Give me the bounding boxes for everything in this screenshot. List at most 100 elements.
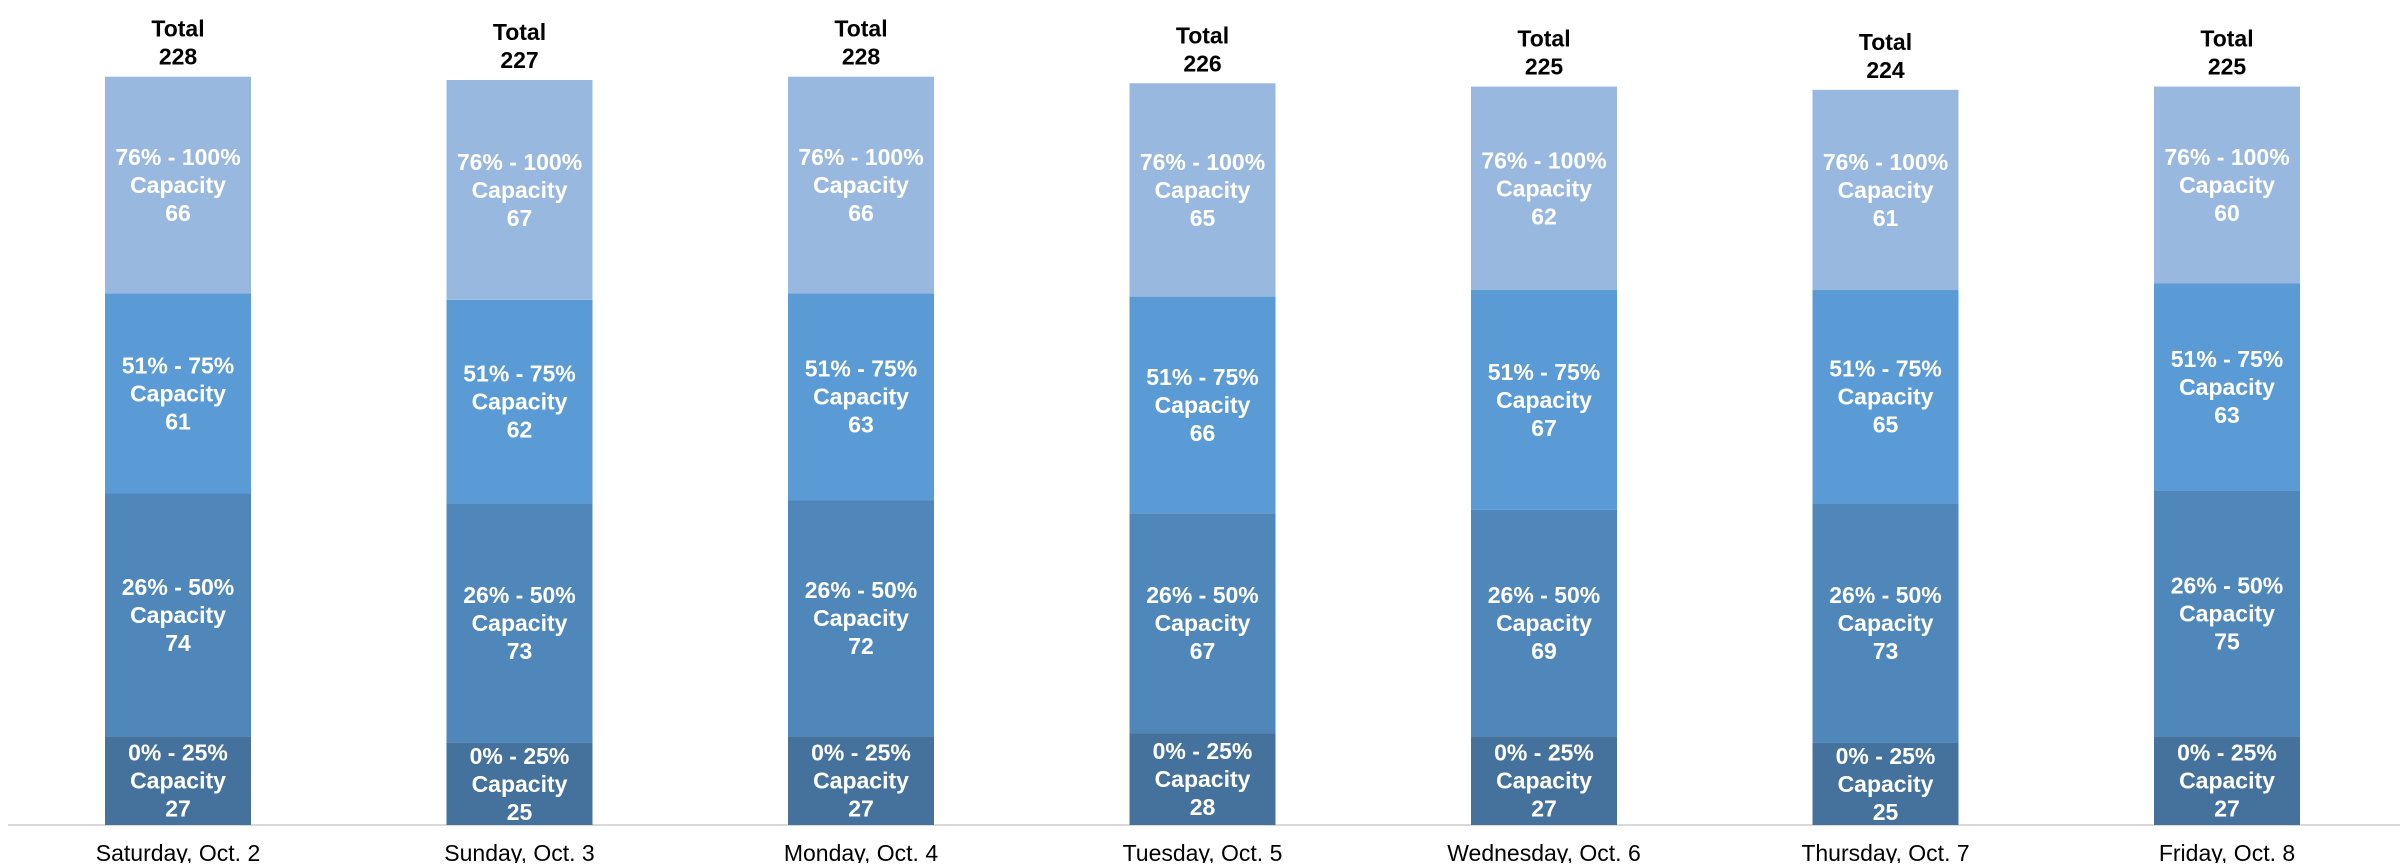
data-label: 25	[507, 799, 533, 825]
bar-segment	[446, 742, 593, 825]
data-label: Capacity	[1838, 771, 1934, 797]
data-label: 26% - 50%	[122, 574, 235, 600]
data-label: 75	[2214, 628, 2240, 654]
bar-segment	[105, 736, 251, 825]
data-label: 65	[1190, 205, 1216, 231]
data-label: Capacity	[1838, 384, 1934, 410]
data-label: 51% - 75%	[1146, 364, 1259, 390]
data-label: 51% - 75%	[463, 361, 576, 387]
data-label: Capacity	[472, 771, 568, 797]
data-label: 27	[165, 796, 191, 822]
bar-segment	[105, 76, 251, 294]
data-label: 51% - 75%	[2171, 346, 2284, 372]
data-label: 62	[507, 417, 533, 443]
total-label: Total	[493, 19, 546, 45]
data-label: Capacity	[1496, 610, 1592, 636]
bar-segment	[1812, 290, 1959, 504]
data-label: 27	[2214, 796, 2240, 822]
data-label: Capacity	[130, 380, 226, 406]
data-label: 65	[1873, 412, 1899, 438]
data-label: 63	[848, 412, 874, 438]
data-label: 66	[165, 200, 191, 226]
total-label: Total	[1176, 22, 1229, 48]
bar-segment	[1471, 736, 1617, 825]
data-label: 69	[1531, 638, 1557, 664]
data-label: 66	[1190, 420, 1216, 446]
bar-segment	[446, 79, 593, 300]
x-tick-label: Monday, Oct. 4	[784, 840, 938, 863]
x-tick-label: Wednesday, Oct. 6	[1447, 840, 1640, 863]
bar-segment	[1471, 290, 1617, 510]
total-label: Total	[1859, 29, 1912, 55]
data-label: 0% - 25%	[2177, 740, 2277, 766]
data-label: 26% - 50%	[805, 577, 918, 603]
bar-segment	[1129, 733, 1276, 825]
bar-segment	[1129, 83, 1276, 297]
data-label: Capacity	[1838, 610, 1934, 636]
data-label: Capacity	[1155, 177, 1251, 203]
total-value: 224	[1866, 57, 1905, 83]
data-label: 76% - 100%	[1823, 149, 1948, 175]
data-label: Capacity	[1496, 175, 1592, 201]
bar-segment	[788, 76, 934, 294]
x-tick-label: Thursday, Oct. 7	[1801, 840, 1969, 863]
bar-segment	[1812, 742, 1959, 825]
x-tick-label: Tuesday, Oct. 5	[1123, 840, 1283, 863]
bar-segment	[446, 503, 593, 743]
total-label: Total	[2200, 26, 2253, 52]
bar-segment	[1471, 509, 1617, 737]
data-label: 66	[848, 200, 874, 226]
data-label: Capacity	[813, 384, 909, 410]
data-label: Capacity	[130, 602, 226, 628]
data-label: Capacity	[1496, 768, 1592, 794]
x-tick-label: Sunday, Oct. 3	[444, 840, 594, 863]
data-label: Capacity	[1155, 392, 1251, 418]
data-label: Capacity	[472, 389, 568, 415]
data-label: Capacity	[1496, 387, 1592, 413]
bar-segment	[1812, 89, 1959, 291]
data-label: 61	[165, 408, 191, 434]
bar-segment	[105, 293, 251, 494]
data-label: 61	[1873, 205, 1899, 231]
data-label: 28	[1190, 794, 1216, 820]
data-label: 26% - 50%	[1146, 582, 1259, 608]
data-label: 67	[1531, 415, 1557, 441]
bar-segment	[446, 299, 593, 504]
bar-segment	[1471, 86, 1617, 291]
data-label: 26% - 50%	[463, 582, 576, 608]
total-value: 225	[2208, 54, 2247, 80]
bar-segment	[1129, 296, 1276, 514]
data-label: 76% - 100%	[2164, 144, 2289, 170]
data-label: Capacity	[130, 172, 226, 198]
data-label: Capacity	[813, 768, 909, 794]
data-label: 0% - 25%	[128, 740, 228, 766]
total-value: 228	[159, 44, 198, 70]
data-label: 76% - 100%	[457, 149, 582, 175]
data-label: 25	[1873, 799, 1899, 825]
data-label: Capacity	[2179, 768, 2275, 794]
data-label: 63	[2214, 402, 2240, 428]
data-label: 73	[507, 638, 533, 664]
data-label: 0% - 25%	[811, 740, 911, 766]
bar-segment	[788, 500, 934, 737]
data-label: Capacity	[813, 605, 909, 631]
total-value: 228	[842, 44, 881, 70]
data-label: 60	[2214, 200, 2240, 226]
data-label: 62	[1531, 203, 1557, 229]
data-label: 67	[507, 205, 533, 231]
x-tick-label: Friday, Oct. 8	[2159, 840, 2295, 863]
bar-segment	[2154, 736, 2300, 825]
total-value: 226	[1183, 50, 1221, 76]
data-label: 76% - 100%	[115, 144, 240, 170]
data-label: 73	[1873, 638, 1899, 664]
x-tick-label: Saturday, Oct. 2	[96, 840, 260, 863]
bars-layer	[105, 76, 2300, 825]
data-label: 26% - 50%	[1488, 582, 1601, 608]
data-label: Capacity	[472, 177, 568, 203]
data-label: Capacity	[1155, 766, 1251, 792]
data-label: 76% - 100%	[798, 144, 923, 170]
data-label: 72	[848, 633, 874, 659]
bar-segment	[2154, 86, 2300, 284]
